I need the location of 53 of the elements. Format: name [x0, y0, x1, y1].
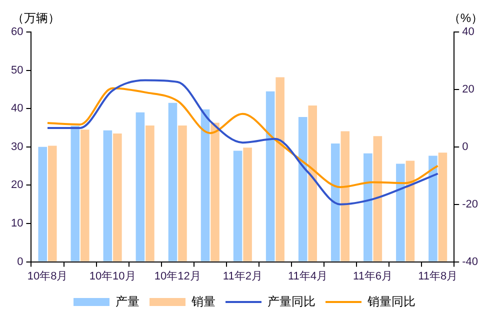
- bar: [438, 152, 448, 262]
- bar: [276, 77, 284, 262]
- y-tick-label: 20: [10, 179, 24, 192]
- y-tick-label: 0: [17, 256, 24, 268]
- x-tick-label: 11年2月: [222, 270, 262, 282]
- x-tick-label: 11年8月: [418, 270, 458, 282]
- bar: [266, 91, 275, 262]
- y-tick-label: 40: [10, 102, 24, 115]
- bar: [340, 131, 350, 262]
- bar: [136, 112, 145, 262]
- y2-tick-label: -20: [462, 198, 478, 210]
- bar: [308, 106, 317, 262]
- x-tick-label: 10年8月: [27, 270, 68, 282]
- x-tick-label: 11年6月: [353, 270, 393, 282]
- y-tick-label: 50: [10, 64, 24, 76]
- bar: [210, 122, 220, 262]
- y2-tick-label: 40: [462, 26, 474, 38]
- bar: [406, 160, 415, 262]
- line-series: [46, 79, 439, 206]
- legend-label: 产量同比: [268, 294, 316, 308]
- y-tick-label: 10: [10, 218, 24, 230]
- bar: [103, 130, 112, 262]
- bar: [233, 150, 242, 262]
- bar: [298, 117, 308, 262]
- bar: [38, 146, 48, 262]
- bar: [146, 125, 154, 262]
- bar: [70, 126, 80, 262]
- x-tick-label: 11年4月: [288, 270, 328, 282]
- bar: [243, 148, 252, 262]
- y2-tick-label: -40: [462, 256, 478, 268]
- bar: [200, 109, 210, 262]
- bar: [48, 146, 57, 262]
- legend-label: 销量同比: [366, 294, 416, 308]
- legend-label: 产量: [116, 294, 140, 308]
- bar: [330, 143, 340, 262]
- y-tick-label: 60: [10, 26, 24, 38]
- y-axis-title: （万辆）: [12, 10, 60, 27]
- bar: [113, 133, 122, 262]
- y-tick-label: 30: [10, 140, 24, 153]
- y2-tick-label: 0: [462, 140, 468, 153]
- x-tick-label: 10年12月: [154, 270, 201, 282]
- bar: [80, 130, 90, 262]
- bar: [178, 125, 187, 262]
- bar: [373, 136, 382, 262]
- bar: [396, 164, 405, 262]
- y2-axis-title: （%）: [448, 10, 483, 27]
- legend-label: 销量: [190, 294, 216, 308]
- bar: [428, 156, 438, 262]
- y2-tick-label: 20: [462, 83, 474, 96]
- line-series: [46, 87, 439, 188]
- bar: [168, 102, 178, 262]
- x-tick-label: 10年10月: [89, 270, 136, 282]
- bar: [364, 153, 372, 262]
